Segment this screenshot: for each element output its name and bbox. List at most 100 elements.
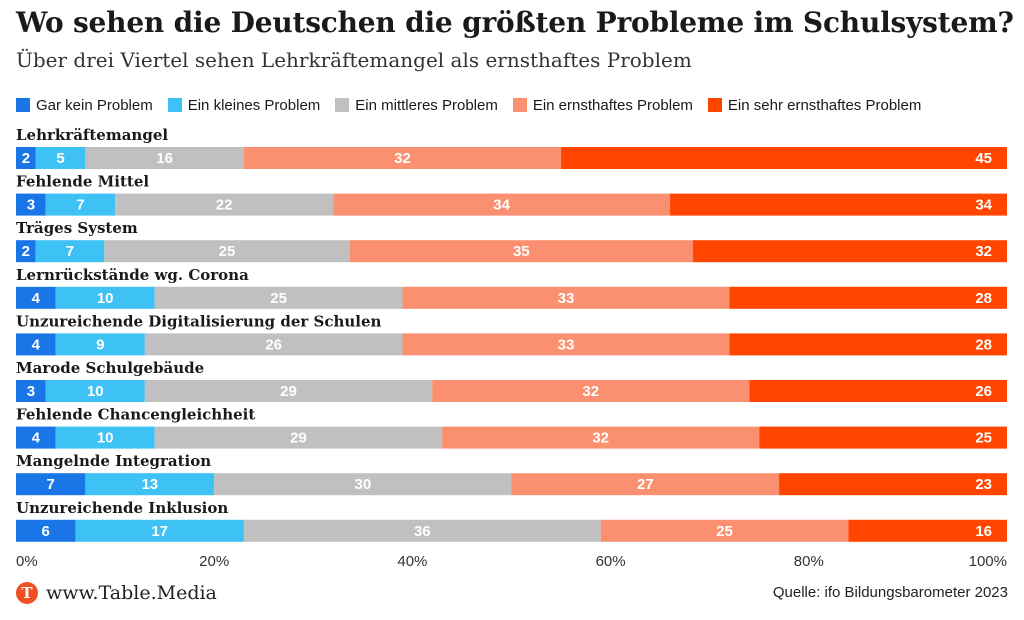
- data-label: 34: [493, 197, 510, 214]
- footer-source: Quelle: ifo Bildungsbarometer 2023: [772, 584, 1008, 601]
- bar-segment: [144, 333, 403, 356]
- bar-segment: [85, 473, 215, 496]
- data-label: 32: [975, 243, 992, 260]
- data-label: 16: [975, 523, 992, 540]
- bar-segment: [16, 147, 36, 169]
- legend-label: Ein sehr ernsthaftes Problem: [727, 96, 922, 114]
- bar-segment: [442, 426, 760, 449]
- data-label: 17: [151, 523, 168, 540]
- bar-segment: [670, 193, 1007, 216]
- bar-segment: [349, 240, 694, 263]
- data-label: 13: [141, 476, 158, 493]
- data-label: 26: [265, 336, 282, 353]
- data-label: 29: [280, 383, 297, 400]
- x-tick-label: 60%: [596, 553, 626, 570]
- data-label: 25: [716, 523, 733, 540]
- data-label: 4: [32, 290, 41, 307]
- data-label: 27: [637, 476, 654, 493]
- data-label: 34: [975, 197, 992, 214]
- data-label: 32: [582, 383, 599, 400]
- data-label: 25: [975, 430, 992, 447]
- bar-segment: [45, 380, 145, 402]
- data-label: 36: [414, 523, 431, 540]
- bar-segment: [16, 426, 56, 449]
- bar-segment: [55, 286, 155, 309]
- legend: Gar kein Problem Ein kleines Problem Ein m…: [16, 95, 921, 115]
- data-label: 26: [975, 383, 992, 400]
- data-label: 3: [27, 383, 35, 400]
- data-label: 10: [87, 383, 104, 400]
- legend-swatch: [707, 98, 722, 112]
- x-tick-label: 80%: [794, 553, 824, 570]
- data-label: 23: [975, 476, 992, 493]
- data-label: 10: [97, 430, 114, 447]
- data-label: 25: [219, 243, 236, 260]
- table-media-logo-icon: T: [16, 582, 38, 604]
- category-label: Träges System: [16, 219, 138, 237]
- legend-swatch: [167, 98, 182, 112]
- bar-segment: [729, 333, 1007, 356]
- data-label: 10: [97, 290, 114, 307]
- bar-segment: [16, 519, 76, 542]
- x-tick-label: 0%: [16, 553, 38, 570]
- data-label: 29: [290, 430, 307, 447]
- data-label: 33: [558, 290, 575, 307]
- bar-segment: [104, 240, 350, 263]
- data-label: 7: [76, 197, 84, 214]
- bar-segment: [16, 333, 56, 356]
- bar-segment: [729, 286, 1007, 309]
- data-label: 2: [22, 150, 30, 167]
- data-label: 32: [592, 430, 609, 447]
- bar-segment: [45, 193, 116, 216]
- data-label: 4: [32, 430, 41, 447]
- data-label: 5: [56, 150, 64, 167]
- bar-segment: [16, 193, 46, 216]
- data-label: 30: [355, 476, 372, 493]
- category-label: Fehlende Mittel: [16, 173, 149, 191]
- bar-segment: [154, 426, 443, 449]
- bar-segment: [848, 519, 1007, 542]
- category-label: Mangelnde Integration: [16, 452, 211, 470]
- data-label: 16: [156, 150, 173, 167]
- bar-segment: [85, 147, 244, 169]
- data-label: 32: [394, 150, 411, 167]
- legend-item: Ein mittleres Problem: [335, 97, 498, 114]
- category-label: Unzureichende Inklusion: [16, 499, 228, 517]
- category-label: Lehrkräftemangel: [16, 126, 168, 144]
- legend-item: Ein ernsthaftes Problem: [512, 96, 693, 114]
- data-label: 28: [975, 290, 992, 307]
- category-label: Lernrückstände wg. Corona: [16, 266, 249, 284]
- category-label: Fehlende Chancengleichheit: [16, 406, 255, 424]
- legend-swatch: [335, 98, 350, 112]
- bar-segment: [35, 240, 105, 263]
- data-label: 22: [216, 197, 233, 214]
- bar-segment: [35, 147, 86, 169]
- legend-label: Gar kein Problem: [36, 96, 153, 114]
- data-label: 45: [975, 150, 992, 167]
- bar-segment: [243, 519, 601, 542]
- legend-label: Ein mittleres Problem: [355, 96, 498, 114]
- category-label: Unzureichende Digitalisierung der Schule…: [16, 312, 382, 330]
- bar-segment: [402, 333, 730, 356]
- bar-segment: [154, 286, 403, 309]
- legend-label: Ein kleines Problem: [187, 96, 321, 114]
- bar-segment: [75, 519, 244, 542]
- x-tick-label: 100%: [969, 553, 1007, 570]
- bar-segment: [779, 473, 1007, 496]
- bar-segment: [55, 333, 145, 356]
- bar-segment: [511, 473, 780, 496]
- bar-segment: [693, 240, 1007, 263]
- bar-segment: [243, 147, 562, 169]
- chart-title: Wo sehen die Deutschen die größten Probl…: [16, 6, 1014, 39]
- data-label: 7: [66, 243, 74, 260]
- bar-segment: [600, 519, 849, 542]
- bar-segment: [402, 286, 730, 309]
- legend-item: Ein sehr ernsthaftes Problem: [707, 96, 922, 114]
- bar-segment: [144, 380, 433, 402]
- bar-segment: [16, 240, 36, 263]
- category-label: Marode Schulgebäude: [16, 359, 204, 377]
- chart-subtitle: Über drei Viertel sehen Lehrkräftemangel…: [16, 48, 692, 72]
- bar-segment: [16, 286, 56, 309]
- bar-segment: [432, 380, 750, 402]
- legend-label: Ein ernsthaftes Problem: [532, 96, 693, 114]
